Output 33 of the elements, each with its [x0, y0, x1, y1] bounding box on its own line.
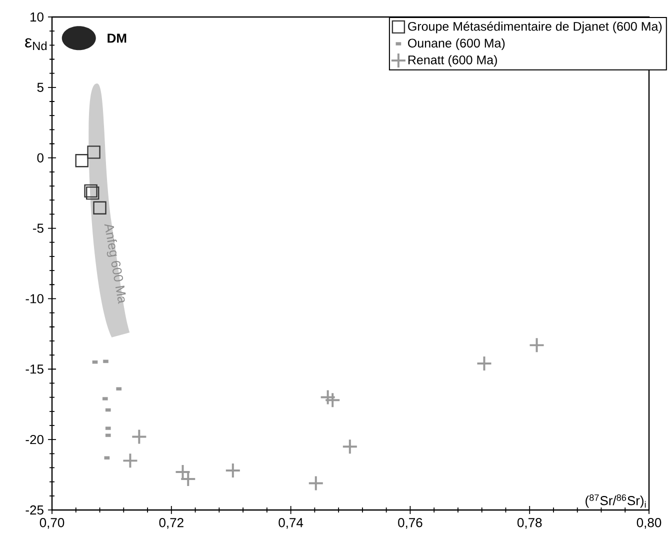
y-tick-label: -10 [26, 294, 44, 304]
y-axis-title: ε$_{Nd}$ [25, 38, 47, 50]
x-tick-label: 0,76 [398, 518, 422, 529]
y-tick-label: 5 [37, 82, 44, 92]
x-tick-label: 0,70 [40, 518, 64, 529]
y-tick-label: -15 [26, 364, 44, 374]
point [87, 146, 100, 159]
y-tick-label: -25 [26, 505, 44, 515]
y-tick-label: 0 [37, 153, 44, 162]
point [342, 438, 358, 455]
x-tick-label: 0,80 [636, 518, 662, 529]
point [122, 452, 138, 469]
legend-label: Ounane (600 Ma) [408, 38, 505, 50]
point [93, 201, 106, 214]
point [224, 462, 241, 479]
legend-label: Renatt (600 Ma) [408, 55, 497, 67]
point [324, 392, 341, 408]
point [320, 389, 336, 406]
annotation: DM [108, 34, 126, 43]
x-tick-label: 0,72 [159, 518, 184, 529]
point [308, 475, 324, 492]
annotation: Anfeg 600 Ma [104, 224, 126, 304]
point [131, 428, 148, 445]
y-tick-label: -20 [26, 434, 44, 444]
x-axis-title: ($^{87}$Sr/$^{86}$Sr)$_{i}$ [586, 494, 646, 508]
point [75, 154, 88, 168]
y-tick-label: -5 [32, 224, 44, 233]
x-tick-label: 0,78 [517, 518, 542, 529]
y-tick-label: 10 [30, 12, 44, 22]
point [476, 355, 492, 372]
x-tick-label: 0,74 [278, 518, 304, 529]
point [528, 337, 545, 354]
legend-label: Groupe Métasédimentaire de Djanet (600 Ma) [408, 21, 662, 34]
